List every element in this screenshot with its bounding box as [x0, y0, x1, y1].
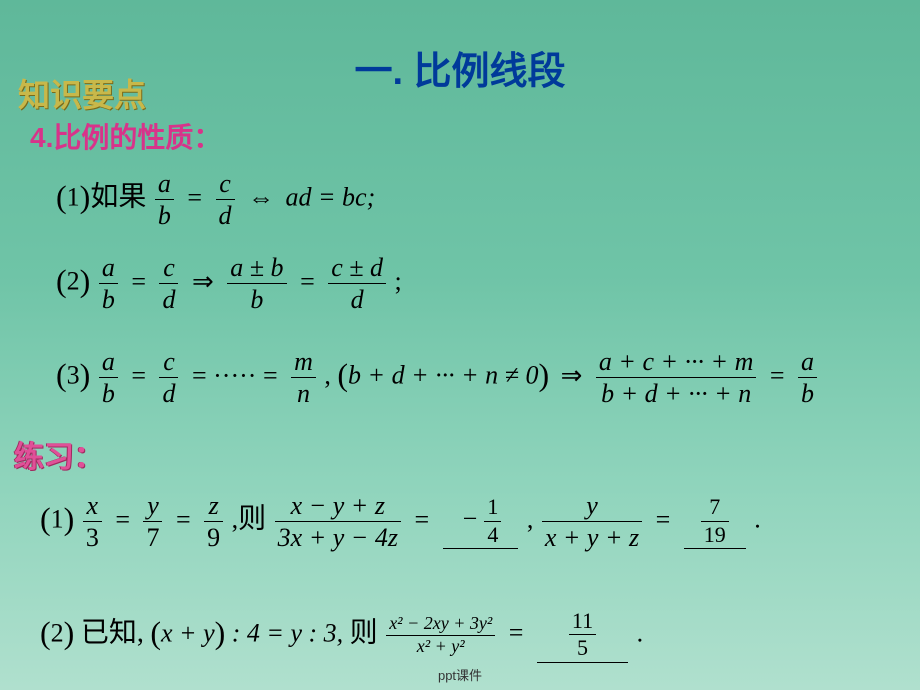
answer-blank-1: −14 [443, 494, 519, 549]
footer-label: ppt课件 [438, 665, 482, 684]
main-title: 一. 比例线段 [354, 40, 565, 95]
answer-blank-2: 719 [684, 494, 746, 549]
practice-title: 练习： [14, 432, 104, 476]
equation-1: (1)如果 ab = cd ⇔ ad = bc; [56, 168, 375, 231]
exercise-2: (2) 已知, (x + y) : 4 = y : 3, 则 x² − 2xy … [40, 608, 643, 663]
equation-2: (2) ab = cd ⇒ a ± bb = c ± dd ; [56, 252, 402, 315]
subtitle-knowledge: 知识要点 [18, 70, 146, 116]
exercise-1: (1) x3 = y7 = z9 ,则 x − y + z3x + y − 4z… [40, 490, 761, 553]
section-title: 4.比例的性质： [30, 116, 221, 156]
equation-3: (3) ab = cd = ····· = mn , (b + d + ··· … [56, 346, 819, 409]
answer-blank-3: 115 [537, 608, 628, 663]
